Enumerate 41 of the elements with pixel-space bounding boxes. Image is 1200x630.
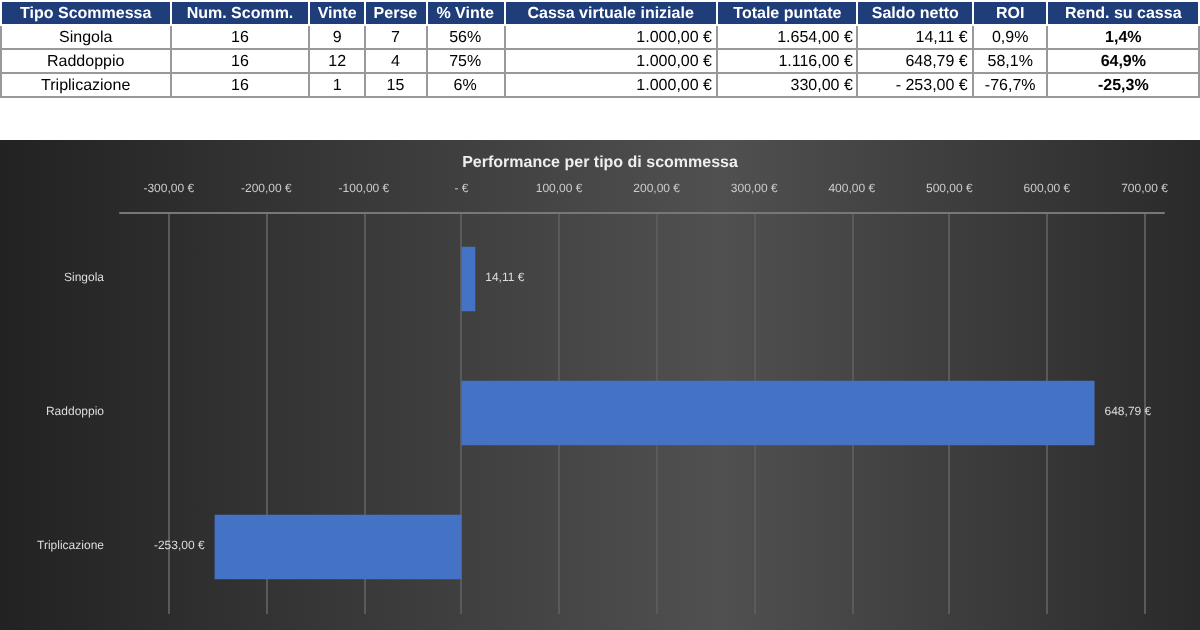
category-label: Saldo netto: [857, 1, 973, 25]
text: 1.000,00 €: [504, 73, 717, 97]
bar: [461, 380, 1095, 446]
category-label: Rend. su cassa: [1047, 1, 1199, 25]
text: 16: [170, 49, 310, 73]
category-label: Totale puntate: [716, 1, 858, 25]
bar: [214, 514, 462, 580]
text: 75%: [426, 49, 505, 73]
category-label: Cassa virtuale iniziale: [504, 1, 717, 25]
text: 1: [309, 73, 365, 97]
text: 6%: [426, 73, 505, 97]
bar: [461, 246, 476, 312]
text: 648,79 €: [857, 49, 973, 73]
text: 56%: [426, 25, 505, 49]
category-label: Tipo Scommessa: [1, 1, 171, 25]
category-label: Perse: [364, 1, 426, 25]
text: -76,7%: [972, 73, 1048, 97]
category-label: Num. Scomm.: [170, 1, 310, 25]
text: 12: [309, 49, 365, 73]
text: 0,9%: [972, 25, 1048, 49]
text: 1.000,00 €: [504, 49, 717, 73]
text: 7: [364, 25, 426, 49]
category-label: Vinte: [309, 1, 365, 25]
text: 9: [309, 25, 365, 49]
text: 1.654,00 €: [716, 25, 858, 49]
text: 330,00 €: [716, 73, 858, 97]
text: 58,1%: [972, 49, 1048, 73]
text: 16: [170, 73, 310, 97]
chart-title: Performance per tipo di scommessa: [462, 153, 739, 171]
category-label: ROI: [972, 1, 1048, 25]
text: -25,3%: [1047, 73, 1199, 97]
text: 64,9%: [1047, 49, 1199, 73]
text: 1.000,00 €: [504, 25, 717, 49]
text: - 253,00 €: [857, 73, 973, 97]
text: 1,4%: [1047, 25, 1199, 49]
category-label: % Vinte: [426, 1, 505, 25]
text: 16: [170, 25, 310, 49]
text: 15: [364, 73, 426, 97]
text: 14,11 €: [857, 25, 973, 49]
text: 1.116,00 €: [716, 49, 858, 73]
text: 4: [364, 49, 426, 73]
